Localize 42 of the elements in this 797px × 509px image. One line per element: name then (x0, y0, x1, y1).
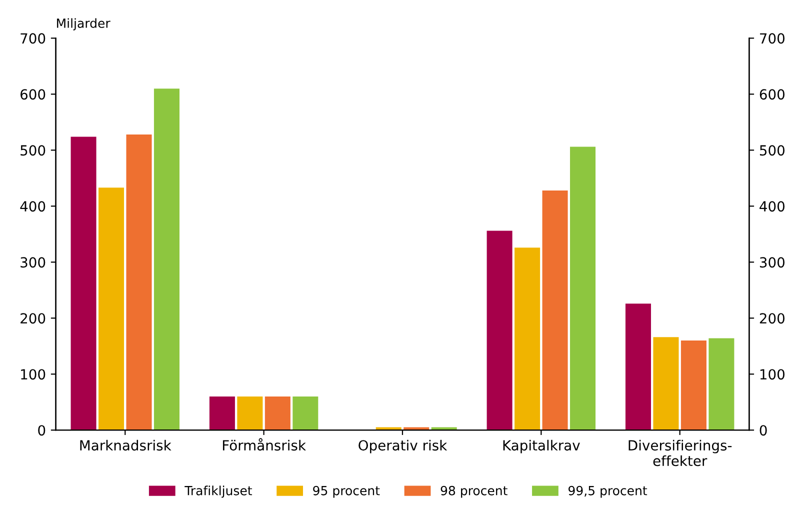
y2-tick-label: 500 (760, 145, 784, 156)
x-tick-label: Kapitalkrav (503, 440, 580, 454)
y2-tick-label: 0 (760, 425, 767, 436)
bar (237, 396, 263, 430)
bar (514, 248, 540, 430)
bar (625, 304, 651, 430)
bar (653, 337, 679, 430)
y2-tick-label: 400 (760, 201, 784, 212)
bar (264, 396, 290, 430)
bar (680, 340, 706, 430)
y2-tick-label: 300 (760, 257, 784, 268)
bar (542, 190, 568, 430)
bar (292, 396, 318, 430)
bar (70, 136, 96, 430)
bar (708, 338, 734, 430)
y-tick-label: 400 (20, 201, 46, 212)
bar (98, 188, 124, 430)
y2-tick-label: 200 (760, 313, 784, 324)
legend-label: Trafikljuset (184, 486, 252, 498)
y-tick-label: 700 (20, 33, 46, 44)
legend-label: 98 procent (440, 486, 508, 498)
y-axis-title: Miljarder (57, 18, 110, 30)
y-tick-label: 500 (20, 145, 46, 156)
y-tick-label: 0 (38, 425, 46, 436)
x-tick-label: Marknadsrisk (80, 440, 172, 451)
bar (570, 146, 596, 430)
y-tick-label: 600 (20, 89, 46, 100)
y2-tick-label: 100 (760, 369, 784, 380)
y-tick-label: 300 (20, 257, 46, 268)
bar (486, 230, 512, 430)
legend-label: 95 procent (313, 486, 380, 498)
y-tick-label: 100 (21, 369, 46, 380)
bar (209, 396, 235, 430)
legend-label: 99,5 procent (568, 486, 648, 498)
x-tick-label: Förmånsrisk (222, 438, 306, 451)
y2-tick-label: 700 (760, 33, 784, 44)
bar (126, 134, 152, 430)
x-tick-label: Diversifierings- effekter (628, 440, 732, 466)
y-tick-label: 200 (20, 313, 46, 324)
x-tick-label: Operativ risk (358, 440, 448, 454)
bar (154, 88, 180, 430)
y2-tick-label: 600 (760, 89, 784, 100)
